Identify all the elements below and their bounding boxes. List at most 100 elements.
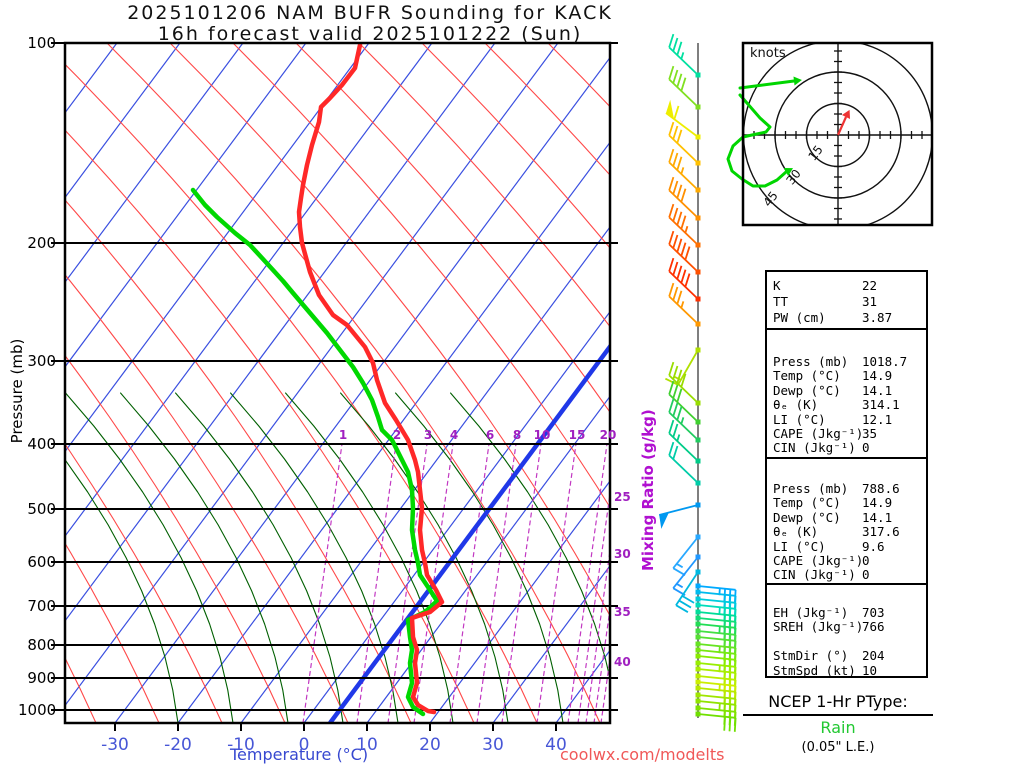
pressure-tick-label: 600 [27, 553, 56, 571]
mixing-ratio-label: 8 [512, 428, 522, 442]
stats-box-border-left [765, 270, 767, 678]
stats-row: Temp (°C) 14.9 [765, 368, 928, 384]
pressure-tick-label: 100 [27, 34, 56, 52]
stats-section-rows: Press (mb) 788.6 Temp (°C) 14.9 Dewp (°C) 14.… [765, 481, 928, 583]
temperature-tick-label: -20 [164, 735, 192, 755]
stats-row-label: CAPE (Jkg⁻¹) [773, 425, 864, 441]
temperature-tick-label: 0 [298, 735, 310, 755]
stats-separator-3 [765, 583, 928, 585]
pressure-tick-label: 400 [27, 435, 56, 453]
stats-row-label: K [773, 278, 781, 293]
pressure-tick-label: 300 [27, 352, 56, 370]
chart-title-line2: 16h forecast valid 2025101222 (Sun) [157, 23, 583, 45]
stats-row-label: PW (cm) [773, 310, 826, 325]
stats-row-value: 1018.7 [862, 354, 908, 369]
mixing-ratio-label: 10 [533, 428, 551, 442]
stats-row: CIN (Jkg⁻¹) 0 [765, 567, 928, 582]
stats-row-label: Temp (°C) [773, 368, 841, 384]
stats-row: LI (°C) 9.6 [765, 538, 928, 554]
pressure-tick-label: 200 [27, 234, 56, 252]
stats-row-value: 14.9 [862, 495, 893, 511]
stats-row-label: Press (mb) [773, 354, 849, 369]
stats-row: CIN (Jkg⁻¹) 0 [765, 440, 928, 456]
stats-row-value: 9.6 [862, 538, 885, 554]
stats-row: PW (cm) 3.87 [765, 310, 928, 326]
stats-row-value: 317.6 [862, 524, 900, 540]
stats-row: Dewp (°C) 14.1 [765, 509, 928, 525]
stats-row: StmDir (°) 204 [765, 648, 928, 664]
mixing-ratio-label: 20 [599, 428, 617, 442]
stats-row: CAPE (Jkg⁻¹) 35 [765, 425, 928, 441]
chart-title-line1: 2025101206 NAM BUFR Sounding for KACK [127, 2, 613, 24]
stats-row: θₑ (K) 314.1 [765, 397, 928, 413]
mixing-ratio-label: 3 [423, 428, 433, 442]
pressure-tick-label: 500 [27, 500, 56, 518]
watermark-text: coolwx.com/modelts [560, 745, 725, 764]
stats-row-label: StmSpd (kt) [773, 662, 856, 678]
stats-box-border-bottom [765, 676, 928, 678]
stats-row-label: TT [773, 294, 789, 309]
stats-row-value: 31 [862, 294, 878, 309]
stats-row-value: 766 [862, 619, 885, 635]
stats-row-label: LI (°C) [773, 411, 826, 427]
pressure-tick-label: 700 [27, 597, 56, 615]
temperature-tick-label: -30 [101, 735, 129, 755]
stats-row-value: 314.1 [862, 397, 900, 413]
pressure-tick-label: 1000 [18, 701, 57, 719]
stats-row-label: Press (mb) [773, 481, 849, 496]
hodograph-units-label: knots [750, 46, 786, 61]
stats-section-header: Most Unstable [765, 461, 1024, 476]
mixing-ratio-right-label: 40 [614, 655, 631, 669]
wind-barb-column [658, 33, 737, 732]
temperature-tick-label: 20 [419, 735, 441, 755]
temperature-axis-title: Temperature (°C) [230, 745, 369, 764]
stats-row-value: 703 [862, 605, 885, 620]
temperature-tick-label: -10 [227, 735, 255, 755]
skewt-grid [65, 43, 610, 723]
stats-separator-1 [765, 328, 928, 330]
pressure-tick-label: 800 [27, 636, 56, 654]
stats-row-value: 14.1 [862, 509, 893, 525]
stats-row-value: 14.9 [862, 368, 893, 384]
ptype-title: NCEP 1-Hr PType: [743, 692, 933, 716]
stats-row: Press (mb) 1018.7 [765, 354, 928, 369]
stats-row: Press (mb) 788.6 [765, 481, 928, 496]
stats-row-value: 3.87 [862, 310, 893, 325]
mixing-ratio-right-label: 30 [614, 547, 631, 561]
hodograph [726, 41, 934, 227]
stats-row-value: 788.6 [862, 481, 900, 496]
temperature-tick-label: 40 [545, 735, 567, 755]
stats-row-label: Temp (°C) [773, 495, 841, 511]
mixing-ratio-right-label: 25 [614, 490, 631, 504]
stats-row: CAPE (Jkg⁻¹) 0 [765, 552, 928, 568]
stats-separator-2 [765, 457, 928, 459]
stats-row-value: 14.1 [862, 382, 893, 398]
ptype-panel: NCEP 1-Hr PType: Rain (0.05" L.E.) [743, 692, 933, 755]
stats-row-value: 204 [862, 648, 885, 664]
stats-section-rows: EH (Jkg⁻¹) 703 SREH (Jkg⁻¹) 766 StmDir (°) 20… [765, 605, 928, 678]
stats-row: θₑ (K) 317.6 [765, 524, 928, 540]
mixing-ratio-label: 15 [568, 428, 586, 442]
stats-row-label: StmDir (°) [773, 648, 849, 664]
stats-row: Temp (°C) 14.9 [765, 495, 928, 511]
stats-row: StmSpd (kt) 10 [765, 662, 928, 678]
stats-row-label: EH (Jkg⁻¹) [773, 605, 849, 620]
stats-section-header: Hodograph [765, 587, 1024, 602]
mixing-ratio-label: 4 [449, 428, 459, 442]
mixing-ratio-right-label: 35 [614, 605, 631, 619]
stats-row-label: CAPE (Jkg⁻¹) [773, 552, 864, 568]
stats-row-value: 22 [862, 278, 878, 293]
stats-row [765, 635, 928, 649]
stats-row-label: SREH (Jkg⁻¹) [773, 619, 864, 635]
stats-row: EH (Jkg⁻¹) 703 [765, 605, 928, 620]
stats-row-label: θₑ (K) [773, 524, 819, 540]
axis-ticks [51, 41, 618, 731]
stats-box-border-top [765, 270, 928, 272]
stats-row-label: CIN (Jkg⁻¹) [773, 440, 856, 456]
temperature-tick-label: 10 [356, 735, 378, 755]
stats-box-border-right [926, 270, 928, 678]
mixing-ratio-label: 1 [338, 428, 348, 442]
stats-row-value: 10 [862, 662, 878, 678]
stats-row: Dewp (°C) 14.1 [765, 382, 928, 398]
